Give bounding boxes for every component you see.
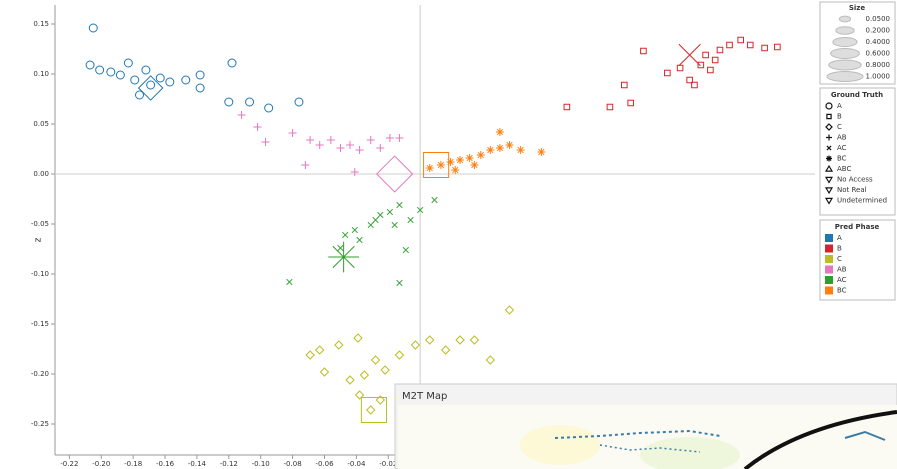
point [470,161,478,169]
y-tick-label: 0.05 [33,120,49,128]
window-title: M2T Map [402,391,447,402]
point [496,144,504,152]
x-tick-label: -0.14 [188,460,207,468]
point [466,154,474,162]
shape-legend-label: ABC [837,165,851,173]
color-legend-swatch [825,245,833,253]
x-tick-label: -0.10 [252,460,270,468]
y-tick-label: -0.05 [31,220,49,228]
x-tick-label: -0.18 [124,460,142,468]
color-legend-swatch [825,255,833,263]
size-legend-swatch [833,37,857,46]
map-window: M2T Map [395,384,897,469]
x-tick-label: -0.22 [60,460,78,468]
size-legend-label: 0.8000 [866,61,891,69]
size-legend-swatch [836,27,854,35]
color-legend-label: AC [837,276,847,284]
y-tick-label: 0.00 [33,170,49,178]
shape-legend-label: A [837,102,842,110]
point [505,141,513,149]
size-legend-label: 0.0500 [866,15,891,23]
x-tick-label: -0.08 [284,460,302,468]
shape-legend-label: AC [837,144,847,152]
shape-legend-label: B [837,113,842,121]
y-tick-label: -0.10 [31,270,49,278]
size-legend-label: 1.0000 [866,73,891,81]
y-axis-label: z [34,237,44,242]
color-legend-label: A [837,234,842,242]
y-tick-label: 0.10 [33,70,49,78]
y-tick-label: -0.20 [31,370,49,378]
shape-legend-symbol [826,156,832,162]
point [517,146,525,154]
point [426,164,434,172]
color-legend-label: C [837,255,842,263]
color-legend-label: B [837,245,842,253]
shape-legend-label: Undetermined [837,197,887,205]
size-legend-title: Size [849,4,866,12]
x-tick-label: -0.04 [347,460,366,468]
color-legend-swatch [825,287,833,295]
color-legend-swatch [825,234,833,242]
centroid-point [328,242,359,273]
point [446,158,454,166]
x-tick-label: -0.06 [315,460,334,468]
color-legend-swatch [825,276,833,284]
shape-legend-label: No Access [837,176,873,184]
x-tick-label: -0.12 [220,460,238,468]
size-legend-swatch [839,16,850,22]
point [451,166,459,174]
size-legend-label: 0.6000 [866,50,891,58]
point [456,156,464,164]
shape-legend-label: Not Real [837,186,867,194]
size-legend-swatch [829,60,862,70]
shape-legend-title: Ground Truth [831,91,883,99]
color-legend-label: BC [837,287,847,295]
x-tick-label: -0.20 [92,460,110,468]
page: {"chart_data": { "type": "scatter", "yla… [0,0,897,469]
color-legend-swatch [825,266,833,274]
map-region [520,425,600,465]
color-legend-label: AB [837,266,847,274]
y-tick-label: -0.15 [31,320,49,328]
legends: Size Ground Truth Pred Phase 0.0500 0.200… [820,2,895,300]
point [496,128,504,136]
point [537,148,545,156]
point [437,161,445,169]
size-legend-label: 0.4000 [866,38,891,46]
size-legend-swatch [827,72,863,82]
point [486,146,494,154]
shape-legend-label: AB [837,134,847,142]
shape-legend-label: BC [837,155,847,163]
shape-legend-label: C [837,123,842,131]
y-tick-label: -0.25 [31,420,49,428]
color-legend-title: Pred Phase [835,223,880,231]
x-tick-label: -0.16 [156,460,175,468]
point [477,151,485,159]
size-legend-label: 0.2000 [866,27,891,35]
size-legend-swatch [831,49,860,59]
y-tick-label: 0.15 [33,20,49,28]
chart: z 0.15 0.10 0.05 0.00 -0.05 -0.10 -0.15 -0.20 -0… [0,0,897,469]
